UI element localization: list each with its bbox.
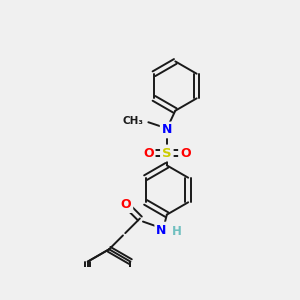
Text: N: N	[156, 224, 167, 236]
Text: O: O	[180, 146, 190, 160]
Text: S: S	[162, 146, 172, 160]
Text: O: O	[121, 198, 131, 211]
Text: CH₃: CH₃	[123, 116, 144, 126]
Text: H: H	[172, 225, 181, 238]
Text: N: N	[162, 123, 172, 136]
Text: O: O	[143, 146, 154, 160]
